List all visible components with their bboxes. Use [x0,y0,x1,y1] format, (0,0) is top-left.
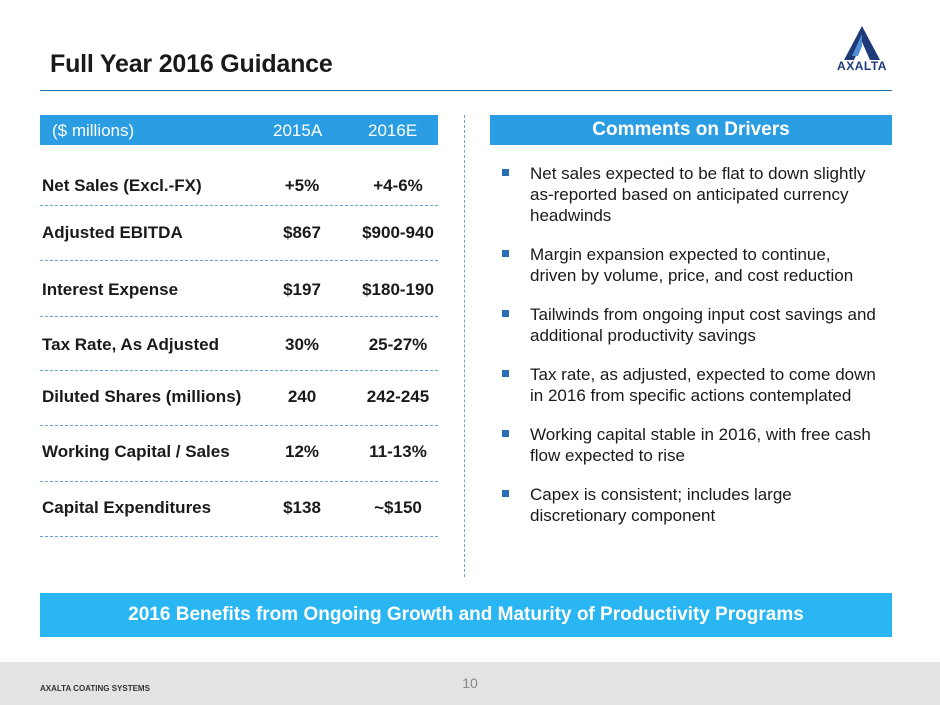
list-item: Margin expansion expected to continue, d… [500,244,880,286]
bullet-text: Tailwinds from ongoing input cost saving… [530,305,876,345]
row-label: Adjusted EBITDA [42,223,183,242]
row-label: Diluted Shares (millions) [42,387,242,406]
value-2015: 12% [284,442,320,461]
table-row: Tax Rate, As Adjusted 30% 25-27% [40,325,438,365]
bullet-text: Capex is consistent; includes large disc… [530,485,792,525]
row-divider [40,260,438,261]
row-divider [40,205,438,206]
bullet-text: Tax rate, as adjusted, expected to come … [530,365,876,405]
column-header-2016: 2016E [368,121,418,140]
value-2016: ~$150 [374,498,422,517]
bullet-square-icon [502,169,509,176]
value-2015: 240 [287,387,317,406]
value-2016: $180-190 [362,280,434,299]
bullet-square-icon [502,370,509,377]
axalta-logo [844,26,880,60]
list-item: Net sales expected to be flat to down sl… [500,163,880,226]
column-divider [464,115,465,577]
comments-list: Net sales expected to be flat to down sl… [500,163,880,544]
row-label: Tax Rate, As Adjusted [42,335,219,354]
row-label: Net Sales (Excl.-FX) [42,176,202,195]
value-2015: $867 [283,223,321,242]
list-item: Capex is consistent; includes large disc… [500,484,880,526]
bullet-square-icon [502,430,509,437]
row-divider [40,316,438,317]
table-row: Capital Expenditures $138 ~$150 [40,488,438,528]
row-label: Capital Expenditures [42,498,212,517]
value-2016: 25-27% [368,335,428,354]
bullet-text: Working capital stable in 2016, with fre… [530,425,871,465]
page-number: 10 [462,675,478,691]
list-item: Tax rate, as adjusted, expected to come … [500,364,880,406]
list-item: Tailwinds from ongoing input cost saving… [500,304,880,346]
value-2015: +5% [284,176,320,195]
value-2016: $900-940 [362,223,434,242]
value-2015: $197 [283,280,321,299]
row-divider [40,370,438,371]
summary-banner: 2016 Benefits from Ongoing Growth and Ma… [40,593,892,637]
title-divider [40,90,892,91]
value-2015: $138 [283,498,321,517]
bullet-text: Margin expansion expected to continue, d… [530,245,854,285]
table-row: Diluted Shares (millions) 240 242-245 [40,377,438,417]
value-2016: +4-6% [373,176,423,195]
list-item: Working capital stable in 2016, with fre… [500,424,880,466]
table-row: Interest Expense $197 $180-190 [40,270,438,310]
bullet-square-icon [502,250,509,257]
row-divider [40,425,438,426]
bullet-square-icon [502,310,509,317]
page-title: Full Year 2016 Guidance [50,50,333,78]
axalta-logo-text: AXALTA [837,59,887,73]
unit-label: ($ millions) [52,121,135,140]
table-row: Net Sales (Excl.-FX) +5% +4-6% [40,166,438,206]
footer: AXALTA COATING SYSTEMS 10 [0,662,940,705]
row-label: Working Capital / Sales [42,442,230,461]
value-2016: 11-13% [369,442,427,461]
row-divider [40,536,438,537]
table-row: Working Capital / Sales 12% 11-13% [40,432,438,472]
comments-header: Comments on Drivers [490,115,892,145]
row-label: Interest Expense [42,280,179,299]
bullet-text: Net sales expected to be flat to down sl… [530,164,866,225]
guidance-table-header: ($ millions) 2015A 2016E [40,115,438,145]
value-2015: 30% [284,335,320,354]
bullet-square-icon [502,490,509,497]
column-header-2015: 2015A [273,121,323,140]
row-divider [40,481,438,482]
table-row: Adjusted EBITDA $867 $900-940 [40,213,438,253]
footer-company: AXALTA COATING SYSTEMS [40,684,150,693]
value-2016: 242-245 [366,387,430,406]
